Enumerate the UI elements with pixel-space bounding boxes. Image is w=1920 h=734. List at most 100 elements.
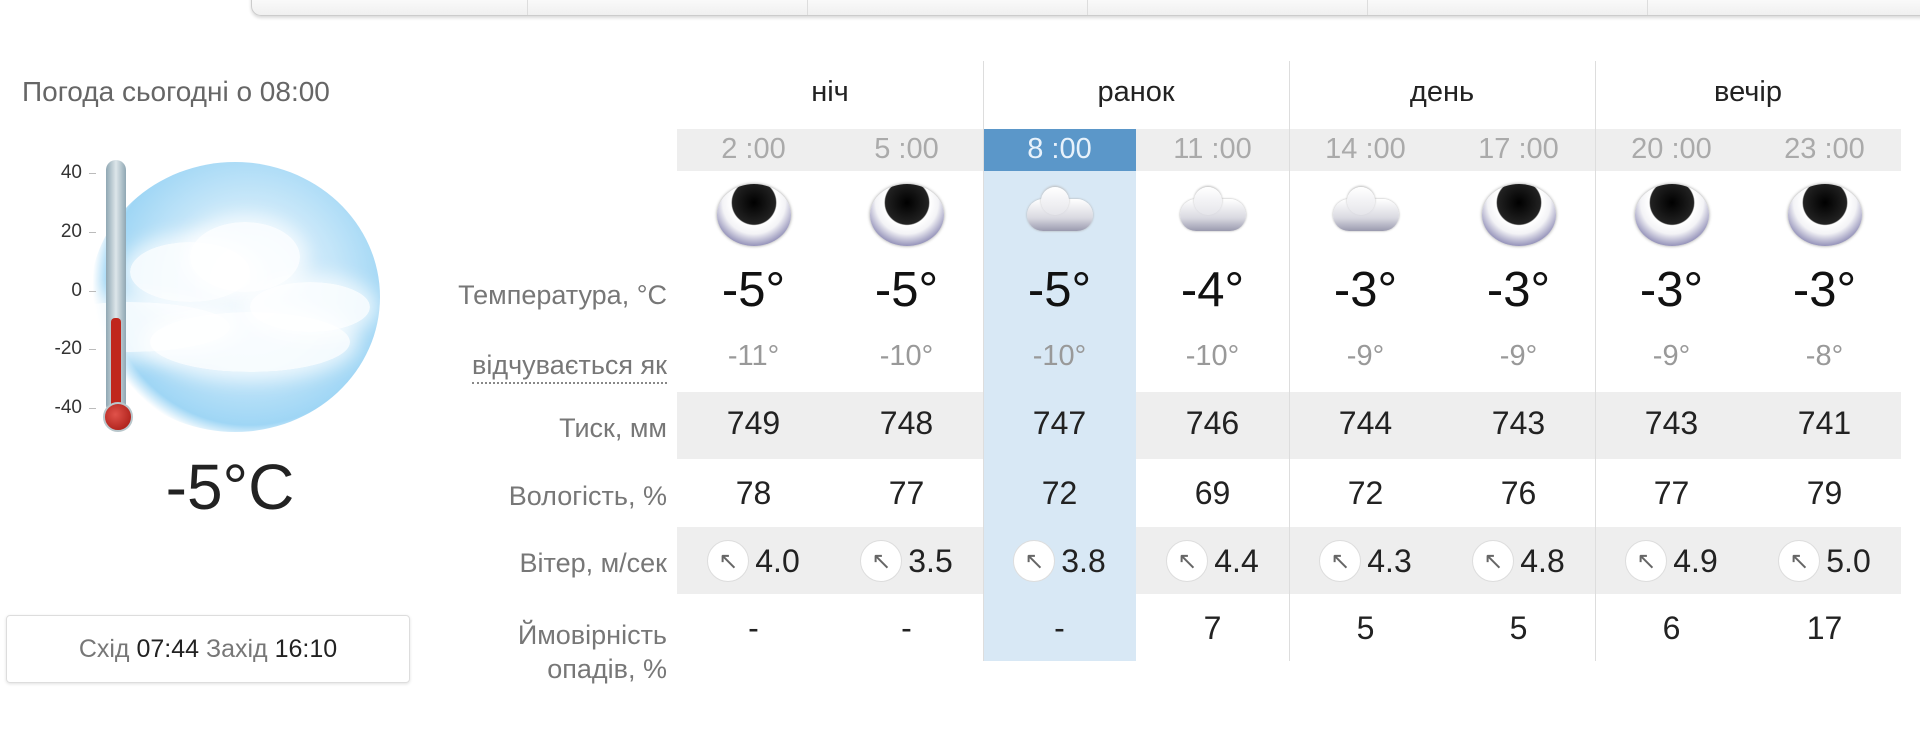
wind-direction-icon: ↖ xyxy=(1319,540,1362,582)
cloudy-icon xyxy=(1026,187,1093,231)
wind-direction-icon: ↖ xyxy=(1625,540,1668,582)
selected-hour-bg xyxy=(983,129,1136,171)
wind-speed: 4.4 xyxy=(1214,542,1259,579)
temperature-cell: -3° xyxy=(1792,263,1857,317)
sunrise-label: Схід xyxy=(78,635,130,663)
hour-cell: 11 :00 xyxy=(1173,133,1252,165)
pressure-cell: 746 xyxy=(1185,405,1240,441)
hour-cell: 17 :00 xyxy=(1478,133,1559,165)
scale-label: -20 xyxy=(48,338,96,360)
cloudy-icon xyxy=(1179,187,1246,231)
feels-like-cell: -10° xyxy=(879,340,934,372)
top-tab-bar[interactable] xyxy=(251,0,1920,16)
pressure-cell: 744 xyxy=(1338,405,1393,441)
precipitation-label: Ймовірність опадів, % xyxy=(518,618,667,686)
overcast-night-icon xyxy=(1481,184,1556,246)
wind-cell: ↖ 4.9 xyxy=(1595,540,1748,582)
thermometer-bulb xyxy=(103,402,133,432)
hour-cell: 23 :00 xyxy=(1784,133,1865,165)
wind-cell: ↖ 5.0 xyxy=(1748,540,1901,582)
wind-label: Вітер, м/сек xyxy=(519,548,668,578)
period-divider xyxy=(1595,61,1596,661)
feels-like-cell: -10° xyxy=(1185,340,1240,372)
feels-like-cell: -9° xyxy=(1652,340,1691,372)
hour-cell: 8 :00 xyxy=(1027,133,1092,165)
weather-icon-cell xyxy=(830,180,983,250)
weather-icon-cell xyxy=(1748,180,1901,250)
tab-divider xyxy=(1367,0,1368,15)
temperature-cell: -5° xyxy=(874,263,939,317)
humidity-cell: 72 xyxy=(1347,475,1384,511)
precipitation-cell: 5 xyxy=(1509,610,1528,646)
sunset-label: Захід xyxy=(206,635,268,663)
scale-label: 20 xyxy=(48,221,96,243)
feels-like-label[interactable]: відчувається як xyxy=(472,350,667,384)
temperature-cell: -3° xyxy=(1486,263,1551,317)
wind-speed: 4.0 xyxy=(755,542,800,579)
wind-cell: ↖ 4.4 xyxy=(1136,540,1289,582)
precipitation-cell: - xyxy=(1054,610,1065,646)
period-night: ніч xyxy=(811,76,849,108)
feels-like-cell: -10° xyxy=(1032,340,1087,372)
hour-cell: 5 :00 xyxy=(874,133,939,165)
pressure-label: Тиск, мм xyxy=(559,413,667,443)
temperature-cell: -3° xyxy=(1639,263,1704,317)
weather-icon-cell xyxy=(983,180,1136,250)
sunrise-sunset-box: Схід 07:44 Захід 16:10 xyxy=(6,615,410,683)
hour-cell: 20 :00 xyxy=(1631,133,1712,165)
wind-speed: 3.8 xyxy=(1061,542,1106,579)
scale-label: -40 xyxy=(48,397,96,419)
wind-speed: 4.3 xyxy=(1367,542,1412,579)
overcast-night-icon xyxy=(1787,184,1862,246)
wind-speed: 5.0 xyxy=(1826,542,1871,579)
wind-direction-icon: ↖ xyxy=(1013,540,1056,582)
temperature-cell: -4° xyxy=(1180,263,1245,317)
cloudy-icon xyxy=(1332,187,1399,231)
precipitation-label-line: Ймовірність xyxy=(517,620,667,650)
overcast-night-icon xyxy=(716,184,791,246)
hour-cell: 2 :00 xyxy=(721,133,786,165)
period-divider xyxy=(983,61,984,661)
wind-direction-icon: ↖ xyxy=(1472,540,1515,582)
precipitation-cell: - xyxy=(748,610,759,646)
feels-like-cell: -9° xyxy=(1499,340,1538,372)
current-temperature: -5°C xyxy=(165,451,295,523)
wind-cell: ↖ 4.3 xyxy=(1289,540,1442,582)
humidity-cell: 79 xyxy=(1806,475,1843,511)
humidity-cell: 77 xyxy=(888,475,925,511)
feels-like-cell: -8° xyxy=(1805,340,1844,372)
wind-cell: ↖ 3.8 xyxy=(983,540,1136,582)
feels-like-cell: -9° xyxy=(1346,340,1385,372)
wind-cell: ↖ 4.0 xyxy=(677,540,830,582)
period-day: день xyxy=(1409,76,1475,108)
precipitation-cell: - xyxy=(901,610,912,646)
wind-cell: ↖ 4.8 xyxy=(1442,540,1595,582)
temperature-cell: -5° xyxy=(1027,263,1092,317)
period-divider xyxy=(1289,61,1290,661)
wind-direction-icon: ↖ xyxy=(1166,540,1209,582)
overcast-night-icon xyxy=(1634,184,1709,246)
tab-divider xyxy=(1647,0,1648,15)
pressure-cell: 743 xyxy=(1491,405,1546,441)
tab-divider xyxy=(1087,0,1088,15)
tab-divider xyxy=(807,0,808,15)
wind-cell: ↖ 3.5 xyxy=(830,540,983,582)
precipitation-cell: 7 xyxy=(1203,610,1222,646)
overcast-night-icon xyxy=(869,184,944,246)
weather-illustration xyxy=(30,162,380,432)
weather-icon-cell xyxy=(677,180,830,250)
period-evening: вечір xyxy=(1714,76,1782,108)
pressure-cell: 748 xyxy=(879,405,934,441)
humidity-cell: 69 xyxy=(1194,475,1231,511)
feels-like-text[interactable]: відчувається як xyxy=(472,350,667,384)
weather-icon-cell xyxy=(1595,180,1748,250)
sunrise-time: 07:44 xyxy=(136,635,200,663)
precipitation-cell: 17 xyxy=(1806,610,1843,646)
period-morning: ранок xyxy=(1097,76,1175,108)
temperature-label: Температура, °C xyxy=(458,280,667,310)
temperature-cell: -3° xyxy=(1333,263,1398,317)
hour-cell: 14 :00 xyxy=(1325,133,1406,165)
weather-icon-cell xyxy=(1136,180,1289,250)
wind-speed: 4.8 xyxy=(1520,542,1565,579)
tab-divider xyxy=(527,0,528,15)
